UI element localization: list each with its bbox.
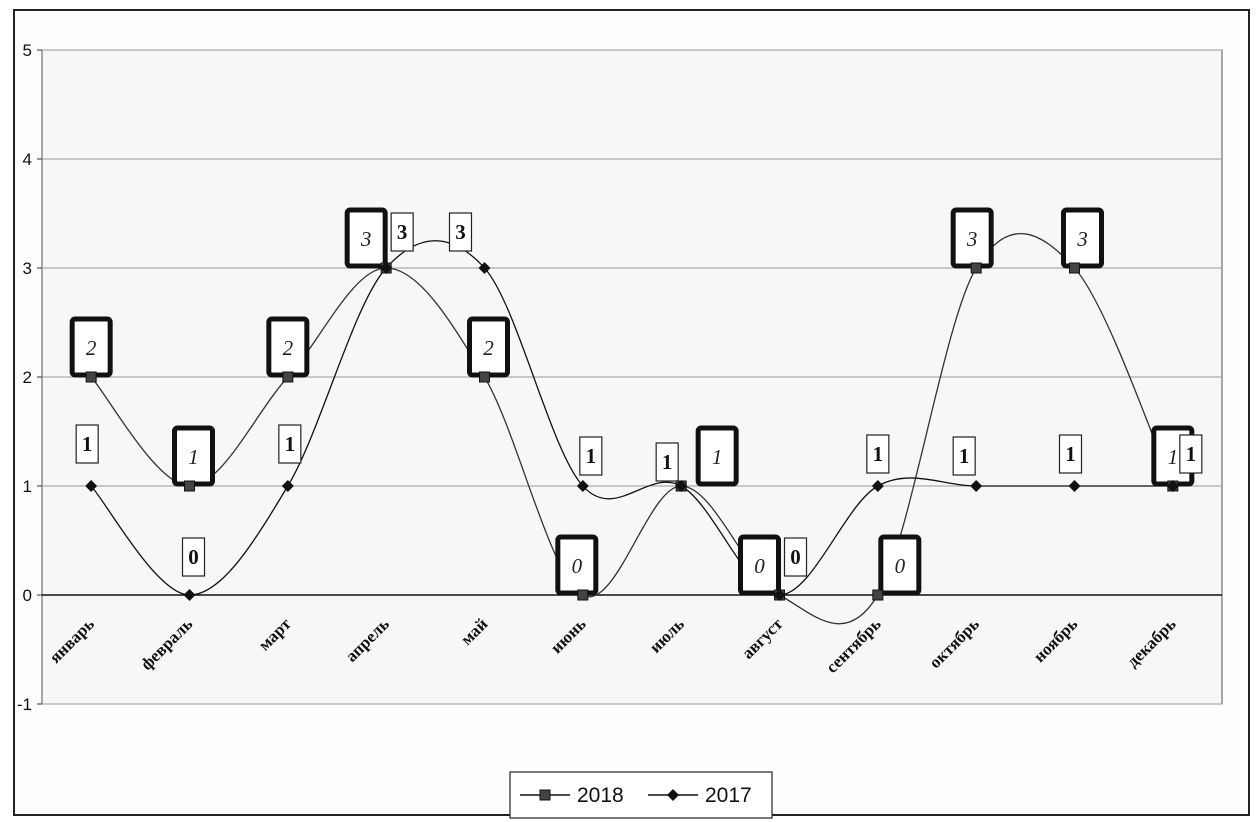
data-label-2017: 1 [959, 444, 970, 468]
data-label-2018: 0 [754, 554, 765, 578]
marker-diamond [281, 480, 294, 492]
marker-diamond [871, 480, 884, 492]
marker-diamond [1166, 480, 1179, 492]
data-label-box-2017 [1179, 434, 1203, 474]
marker-square [479, 371, 490, 383]
y-tick-label: 2 [23, 368, 32, 387]
data-label-box-2018 [695, 425, 739, 487]
data-label-box-2017 [448, 212, 473, 252]
data-label-box-2017 [783, 537, 808, 577]
data-label-2017: 1 [1186, 442, 1197, 466]
data-label-2017: 1 [1065, 442, 1076, 466]
marker-diamond [380, 262, 393, 274]
marker-diamond [675, 480, 688, 492]
data-label-box-2018 [878, 534, 922, 596]
legend-marker-diamond [667, 789, 679, 801]
data-label-2018: 2 [283, 336, 294, 360]
data-label-box-2018 [344, 207, 388, 269]
data-label-box-2017 [579, 436, 603, 476]
data-label-2017: 1 [586, 444, 597, 468]
marker-diamond [1068, 480, 1081, 492]
marker-square [85, 371, 97, 383]
marker-square [872, 589, 884, 601]
marker-diamond [773, 589, 786, 601]
legend-marker-square [539, 789, 551, 801]
marker-diamond [183, 589, 196, 601]
data-label-2018: 2 [86, 336, 97, 360]
y-tick-label: 3 [23, 259, 32, 278]
y-tick-label: 4 [23, 150, 32, 169]
data-label-2018: 2 [483, 336, 494, 360]
data-label-2017: 0 [790, 545, 801, 569]
y-tick-label: 5 [23, 41, 32, 60]
y-axis-ticks: -1 0 1 2 3 4 5 [17, 41, 42, 714]
data-label-2018: 3 [966, 227, 978, 251]
data-label-2017: 3 [455, 220, 466, 244]
data-label-2017: 1 [662, 450, 673, 474]
legend-label: 2018 [577, 784, 624, 807]
data-label-2018: 1 [188, 445, 199, 469]
marker-diamond [576, 480, 589, 492]
series-markers [85, 262, 1179, 601]
marker-square [184, 480, 195, 492]
data-label-box-2018 [1061, 207, 1104, 269]
legend: 2018 2017 [509, 771, 773, 819]
data-label-box-2017 [952, 436, 976, 476]
data-label-box-2017 [278, 424, 302, 464]
data-label-2018: 1 [1168, 445, 1179, 469]
data-label-2018: 3 [1076, 227, 1088, 251]
marker-square [1069, 262, 1080, 274]
data-label-box-2018 [738, 534, 781, 596]
data-label-2017: 0 [188, 545, 199, 569]
gridlines [42, 49, 1222, 705]
y-tick-label: -1 [17, 695, 32, 714]
data-label-2017: 1 [873, 442, 884, 466]
marker-diamond [478, 262, 491, 274]
data-label-box-2017 [1058, 434, 1083, 474]
data-label-box-2017 [181, 537, 206, 577]
data-label-2017: 1 [82, 432, 93, 456]
data-label-2017: 1 [285, 432, 296, 456]
data-label-box-2017 [390, 212, 414, 252]
legend-label: 2017 [705, 784, 752, 807]
data-label-box-2017 [655, 442, 679, 482]
data-label-box-2017 [866, 434, 890, 474]
data-label-2018: 3 [360, 227, 372, 251]
data-label-box-2018 [555, 534, 599, 596]
data-label-2017: 3 [397, 220, 408, 244]
y-tick-label: 0 [23, 586, 32, 605]
marker-diamond [970, 480, 983, 492]
data-label-box-2017 [75, 424, 99, 464]
marker-square [577, 589, 589, 601]
marker-diamond [85, 480, 98, 492]
data-label-2018: 0 [895, 554, 906, 578]
marker-square [970, 262, 982, 274]
data-label-2018: 1 [712, 445, 723, 469]
data-label-2018: 0 [572, 554, 583, 578]
marker-square [282, 371, 294, 383]
y-tick-label: 1 [23, 477, 32, 496]
